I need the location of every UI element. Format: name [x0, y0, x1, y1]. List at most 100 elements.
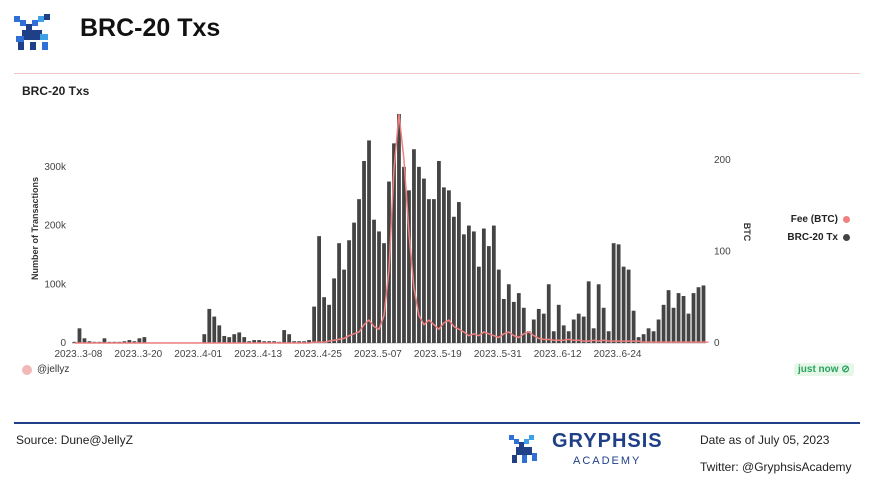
bar-brc20-tx-36 — [252, 340, 257, 343]
bar-brc20-tx-1 — [77, 328, 82, 343]
bar-brc20-tx-14 — [142, 337, 147, 343]
bar-brc20-tx-53 — [337, 243, 341, 343]
y-tick-label-3: 300k — [44, 162, 67, 173]
bar-brc20-tx-74 — [442, 187, 446, 343]
bar-brc20-tx-72 — [432, 199, 436, 343]
bar-brc20-tx-73 — [437, 160, 441, 343]
bar-brc20-tx-6 — [102, 338, 107, 343]
bar-brc20-tx-108 — [611, 243, 616, 343]
chart-legend: Fee (BTC) BRC-20 Tx — [740, 214, 850, 250]
x-tick-label-9: 2023..6-24 — [594, 349, 642, 360]
bar-brc20-tx-75 — [447, 190, 451, 343]
bar-brc20-tx-111 — [626, 269, 631, 343]
bar-brc20-tx-40 — [272, 341, 277, 343]
gryphsis-griffin-icon — [14, 14, 50, 50]
brand-subtitle: ACADEMY — [573, 455, 642, 467]
y2-tick-label-2: 200 — [714, 155, 731, 166]
bar-brc20-tx-42 — [282, 330, 287, 343]
y-tick-label-1: 100k — [44, 279, 67, 290]
bar-brc20-tx-35 — [247, 341, 252, 343]
bar-brc20-tx-76 — [452, 216, 456, 343]
bar-brc20-tx-62 — [382, 243, 386, 343]
bar-brc20-tx-78 — [461, 234, 466, 343]
bar-brc20-tx-100 — [571, 319, 576, 343]
top-divider — [14, 73, 860, 74]
y2-tick-label-0: 0 — [714, 338, 720, 349]
bar-brc20-tx-84 — [491, 225, 496, 343]
bar-brc20-tx-52 — [332, 278, 336, 343]
bar-brc20-tx-3 — [87, 341, 92, 343]
bar-brc20-tx-116 — [651, 331, 656, 343]
bar-brc20-tx-60 — [372, 219, 376, 343]
bar-brc20-tx-92 — [531, 319, 536, 343]
bar-brc20-tx-11 — [127, 340, 132, 343]
y2-axis-label: BTC — [742, 223, 752, 242]
x-tick-label-7: 2023..5-31 — [474, 349, 522, 360]
brand-name: GRYPHSIS — [552, 430, 663, 452]
bar-brc20-tx-120 — [671, 307, 676, 343]
header: BRC-20 Txs — [0, 0, 874, 74]
bar-brc20-tx-89 — [516, 293, 521, 343]
legend-item-brc20[interactable]: BRC-20 Tx — [740, 232, 850, 243]
bar-brc20-tx-30 — [222, 335, 227, 343]
bar-brc20-tx-98 — [561, 325, 566, 343]
bar-brc20-tx-123 — [686, 313, 691, 343]
bar-brc20-tx-104 — [591, 328, 596, 343]
bar-brc20-tx-119 — [666, 290, 671, 343]
bar-brc20-tx-96 — [551, 331, 556, 343]
line-fee-btc — [74, 113, 709, 344]
bar-brc20-tx-12 — [132, 341, 137, 343]
bar-brc20-tx-97 — [556, 304, 561, 343]
bar-brc20-tx-107 — [606, 331, 611, 343]
x-tick-label-6: 2023..5-19 — [414, 349, 462, 360]
y2-tick-label-1: 100 — [714, 246, 731, 257]
bar-brc20-tx-93 — [536, 308, 541, 343]
bar-brc20-tx-66 — [402, 166, 406, 343]
bar-brc20-tx-122 — [681, 296, 686, 343]
chart-credit[interactable]: @jellyz — [22, 364, 69, 375]
bar-brc20-tx-118 — [661, 304, 666, 343]
bar-brc20-tx-85 — [496, 269, 501, 343]
bar-brc20-tx-68 — [412, 149, 416, 343]
bar-brc20-tx-27 — [207, 308, 212, 343]
bar-brc20-tx-38 — [262, 341, 267, 343]
x-tick-label-3: 2023..4-13 — [234, 349, 282, 360]
x-tick-label-5: 2023..5-07 — [354, 349, 402, 360]
bar-brc20-tx-77 — [456, 202, 461, 343]
bar-brc20-tx-37 — [257, 340, 262, 343]
bar-brc20-tx-102 — [581, 316, 586, 343]
legend-item-fee[interactable]: Fee (BTC) — [740, 214, 850, 225]
bar-brc20-tx-80 — [471, 231, 476, 343]
bar-brc20-tx-28 — [212, 316, 217, 343]
bar-brc20-tx-115 — [646, 328, 651, 343]
bar-brc20-tx-58 — [362, 160, 366, 343]
x-tick-label-0: 2023..3-08 — [55, 349, 103, 360]
bar-brc20-tx-121 — [676, 293, 681, 343]
bar-brc20-tx-87 — [506, 284, 511, 343]
bar-brc20-tx-110 — [621, 266, 626, 343]
refresh-status-badge[interactable]: just now ⊘ — [794, 363, 854, 376]
bar-brc20-tx-47 — [307, 340, 312, 343]
x-tick-label-8: 2023..6-12 — [534, 349, 582, 360]
x-tick-label-2: 2023..4-01 — [174, 349, 222, 360]
bar-brc20-tx-69 — [417, 166, 421, 343]
bar-brc20-tx-101 — [576, 313, 581, 343]
page-title: BRC-20 Txs — [80, 14, 221, 42]
bar-brc20-tx-33 — [237, 332, 242, 343]
x-tick-label-4: 2023..4-25 — [294, 349, 342, 360]
x-tick-label-1: 2023..3-20 — [114, 349, 162, 360]
bar-brc20-tx-99 — [566, 331, 571, 343]
bar-brc20-tx-2 — [82, 338, 87, 343]
bar-brc20-tx-59 — [367, 140, 371, 343]
legend-dot-fee — [843, 216, 850, 223]
bar-brc20-tx-103 — [586, 281, 591, 343]
bar-brc20-tx-95 — [546, 284, 551, 343]
bar-brc20-tx-46 — [302, 341, 307, 343]
bar-brc20-tx-54 — [342, 269, 346, 343]
twitter-handle[interactable]: Twitter: @GryphsisAcademy — [700, 460, 852, 474]
source-note: Source: Dune@JellyZ — [16, 433, 133, 447]
bar-brc20-tx-55 — [347, 240, 351, 343]
bar-brc20-tx-126 — [701, 285, 706, 343]
legend-dot-brc20 — [843, 234, 850, 241]
legend-label-brc20: BRC-20 Tx — [787, 232, 838, 243]
